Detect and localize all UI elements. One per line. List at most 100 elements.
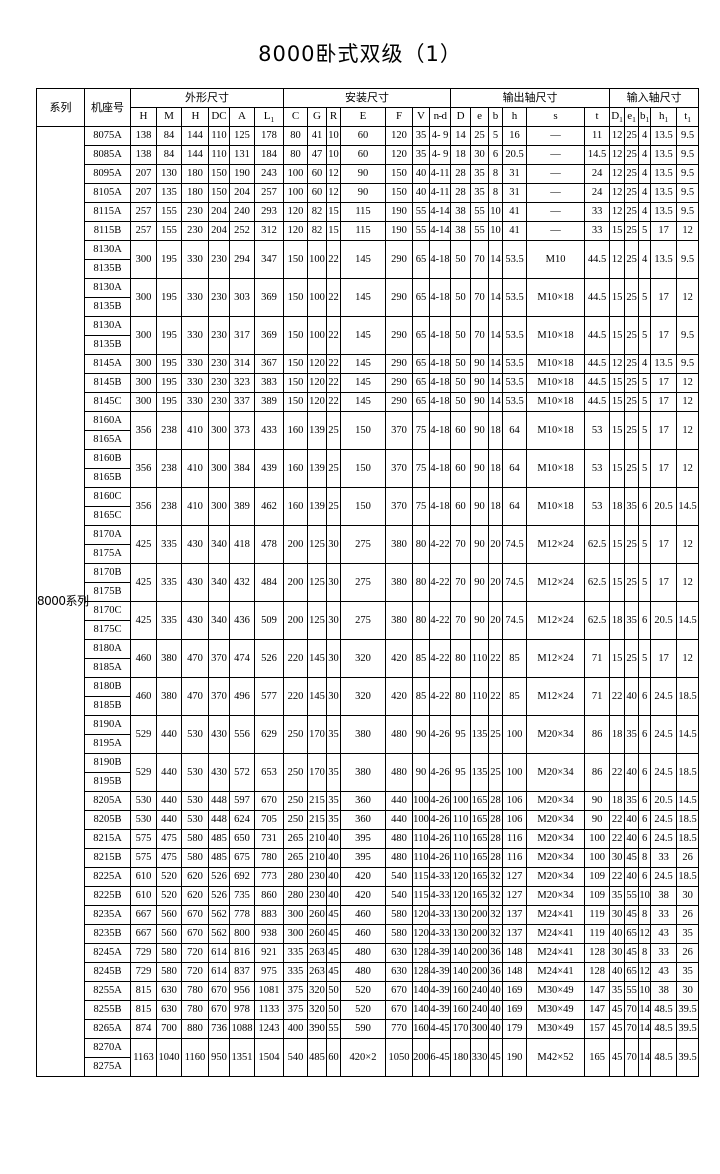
value-cell: 480	[385, 829, 413, 849]
value-cell: M20×34	[526, 753, 586, 792]
value-cell: 150	[208, 164, 230, 184]
value-cell: 4	[638, 354, 652, 374]
value-cell: 100	[307, 240, 327, 279]
value-cell: 25	[488, 753, 504, 792]
header-sym-H: H	[130, 107, 157, 127]
value-cell: 165	[470, 848, 490, 868]
model-cell: 8175A	[84, 544, 131, 564]
value-cell: 370	[208, 677, 230, 716]
table-row: 8105A 207 135 180 150 204 257 100 60 12 90 150 40 4-1…	[37, 183, 700, 203]
value-cell: 667	[130, 905, 157, 925]
value-cell: 323	[229, 373, 255, 393]
value-cell: 330	[181, 373, 209, 393]
value-cell: 15	[326, 202, 341, 222]
value-cell: 40	[624, 677, 640, 716]
model-cell: 8190A	[84, 715, 131, 735]
value-cell: 720	[181, 962, 209, 982]
value-cell: 280	[283, 867, 308, 887]
value-cell: 35	[609, 886, 626, 906]
value-cell: 110	[412, 829, 430, 849]
value-cell: 145	[340, 278, 386, 317]
value-cell: 347	[254, 240, 284, 279]
value-cell: 180	[181, 164, 209, 184]
value-cell: 420×2	[340, 1038, 386, 1077]
value-cell: 614	[208, 962, 230, 982]
value-cell: 150	[283, 240, 308, 279]
value-cell: 380	[385, 525, 413, 564]
value-cell: 90	[470, 392, 490, 412]
value-cell: 15	[609, 639, 626, 678]
value-cell: M10×18	[526, 392, 586, 412]
value-cell: 195	[156, 278, 182, 317]
value-cell: 160	[283, 411, 308, 450]
value-cell: 100	[584, 829, 611, 849]
value-cell: 12	[676, 449, 700, 488]
value-cell: 120	[307, 354, 327, 374]
value-cell: 6	[638, 753, 652, 792]
value-cell: 4-14	[428, 221, 452, 241]
value-cell: 14	[638, 1019, 652, 1039]
value-cell: 14.5	[676, 791, 700, 811]
value-cell: 13.5	[650, 183, 678, 203]
model-cell: 8205B	[84, 810, 131, 830]
value-cell: 40	[326, 886, 341, 906]
value-cell: 44.5	[584, 316, 611, 355]
value-cell: 30	[326, 563, 341, 602]
value-cell: 5	[638, 639, 652, 678]
value-cell: 131	[229, 145, 255, 165]
value-cell: 95	[450, 715, 472, 754]
value-cell: 590	[340, 1019, 386, 1039]
value-cell: 22	[488, 677, 504, 716]
table-row: 8170C 425 335 430 340 436 509 200 125 30 275 380 80 4…	[37, 601, 700, 640]
value-cell: 475	[156, 829, 182, 849]
value-cell: 860	[254, 886, 284, 906]
value-cell: 243	[254, 164, 284, 184]
value-cell: 100	[307, 316, 327, 355]
value-cell: 4-11	[428, 164, 452, 184]
value-cell: 975	[254, 962, 284, 982]
value-cell: 179	[502, 1019, 528, 1039]
value-cell: M20×34	[526, 791, 586, 811]
table-row: 8225A 610 520 620 526 692 773 280 230 40 420 540 115…	[37, 867, 700, 887]
value-cell: 410	[181, 449, 209, 488]
value-cell: 18	[609, 791, 626, 811]
value-cell: 116	[502, 829, 528, 849]
value-cell: 145	[340, 354, 386, 374]
value-cell: 184	[254, 145, 284, 165]
value-cell: 74.5	[502, 563, 528, 602]
value-cell: 1050	[385, 1038, 413, 1077]
value-cell: 462	[254, 487, 284, 526]
value-cell: 314	[229, 354, 255, 374]
value-cell: 18.5	[676, 810, 700, 830]
value-cell: 150	[283, 316, 308, 355]
value-cell: 9.5	[676, 240, 700, 279]
value-cell: 6	[638, 810, 652, 830]
model-cell: 8135B	[84, 259, 131, 279]
table-row: 8180B 460 380 470 370 496 577 220 145 30 320 420 85 4…	[37, 677, 700, 716]
spec-table-container: 系列 机座号 外形尺寸 安装尺寸 输出轴尺寸 输入轴尺寸 H M H DC A …	[36, 88, 700, 1077]
table-row: 8115A 257 155 230 204 240 293 120 82 15 115 190 55 4-…	[37, 202, 700, 222]
model-cell: 8255A	[84, 981, 131, 1001]
value-cell: 40	[488, 1019, 504, 1039]
value-cell: 14	[488, 373, 504, 393]
value-cell: 44.5	[584, 354, 611, 374]
value-cell: 160	[450, 981, 472, 1001]
value-cell: 24	[584, 183, 611, 203]
value-cell: 13.5	[650, 240, 678, 279]
value-cell: 45	[609, 1019, 626, 1039]
value-cell: 300	[130, 240, 157, 279]
value-cell: 165	[470, 867, 490, 887]
table-row: 8130A 300 195 330 230 317 369 150 100 22 145 290 65 4…	[37, 316, 700, 355]
value-cell: 145	[340, 392, 386, 412]
value-cell: 4-33	[428, 905, 452, 925]
value-cell: 240	[470, 981, 490, 1001]
value-cell: 370	[385, 449, 413, 488]
model-cell: 8130A	[84, 240, 131, 260]
model-cell: 8215A	[84, 829, 131, 849]
header-sym-t1: t1	[676, 107, 700, 127]
value-cell: 4	[638, 183, 652, 203]
value-cell: 22	[326, 392, 341, 412]
value-cell: 195	[156, 373, 182, 393]
value-cell: M20×34	[526, 715, 586, 754]
model-cell: 8130A	[84, 278, 131, 298]
